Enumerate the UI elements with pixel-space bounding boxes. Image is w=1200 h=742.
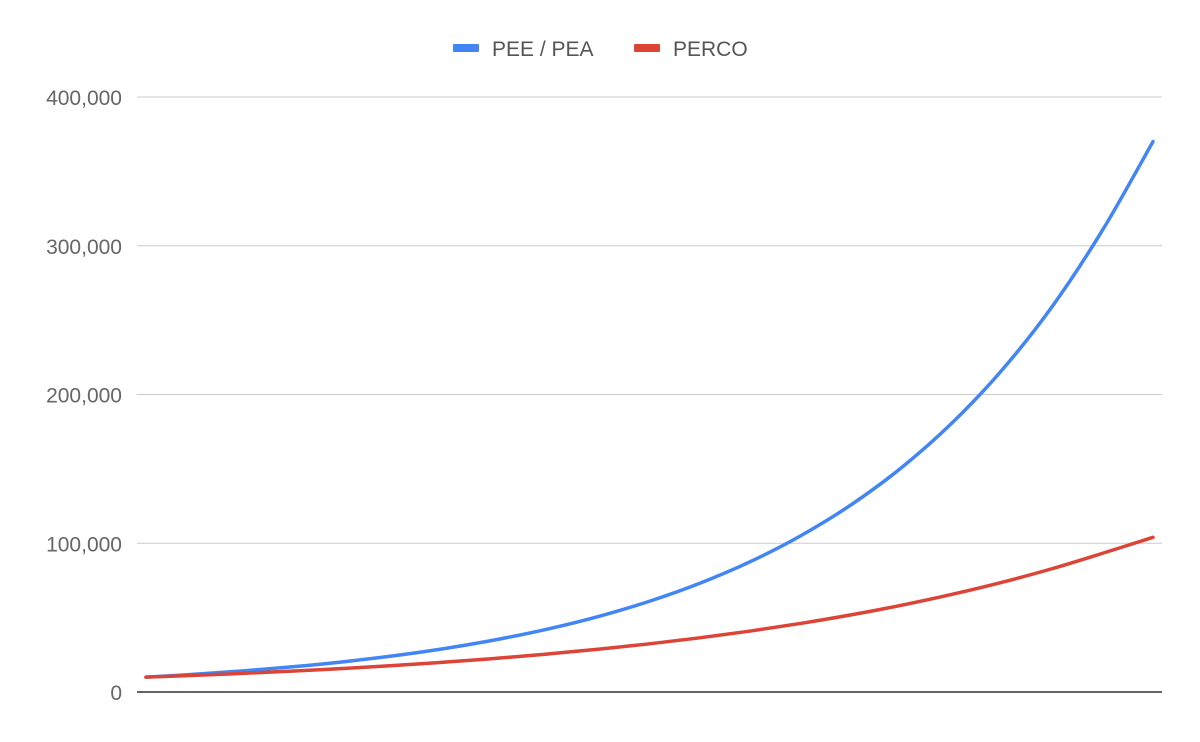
y-tick-label: 400,000	[46, 87, 122, 110]
legend: PEE / PEA PERCO	[453, 38, 748, 61]
grid-lines	[137, 96, 1162, 544]
legend-swatch	[634, 44, 660, 52]
series-line-perco	[144, 535, 1155, 679]
y-tick-label: 300,000	[46, 236, 122, 259]
y-tick-label: 100,000	[46, 533, 122, 556]
legend-label: PEE / PEA	[492, 38, 594, 61]
legend-swatch	[453, 44, 479, 52]
legend-label: PERCO	[673, 38, 748, 61]
series-line-pee-pea	[144, 139, 1155, 679]
series-lines	[144, 139, 1155, 679]
y-tick-label: 200,000	[46, 385, 122, 408]
y-axis-tick-labels: 0 100,000 200,000 300,000 400,000	[46, 87, 122, 705]
y-tick-label: 0	[110, 682, 122, 705]
